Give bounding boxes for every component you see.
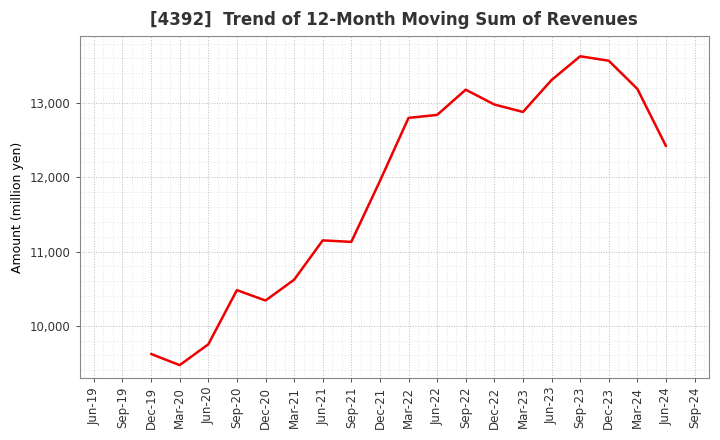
Y-axis label: Amount (million yen): Amount (million yen) [11, 141, 24, 273]
Title: [4392]  Trend of 12-Month Moving Sum of Revenues: [4392] Trend of 12-Month Moving Sum of R… [150, 11, 638, 29]
